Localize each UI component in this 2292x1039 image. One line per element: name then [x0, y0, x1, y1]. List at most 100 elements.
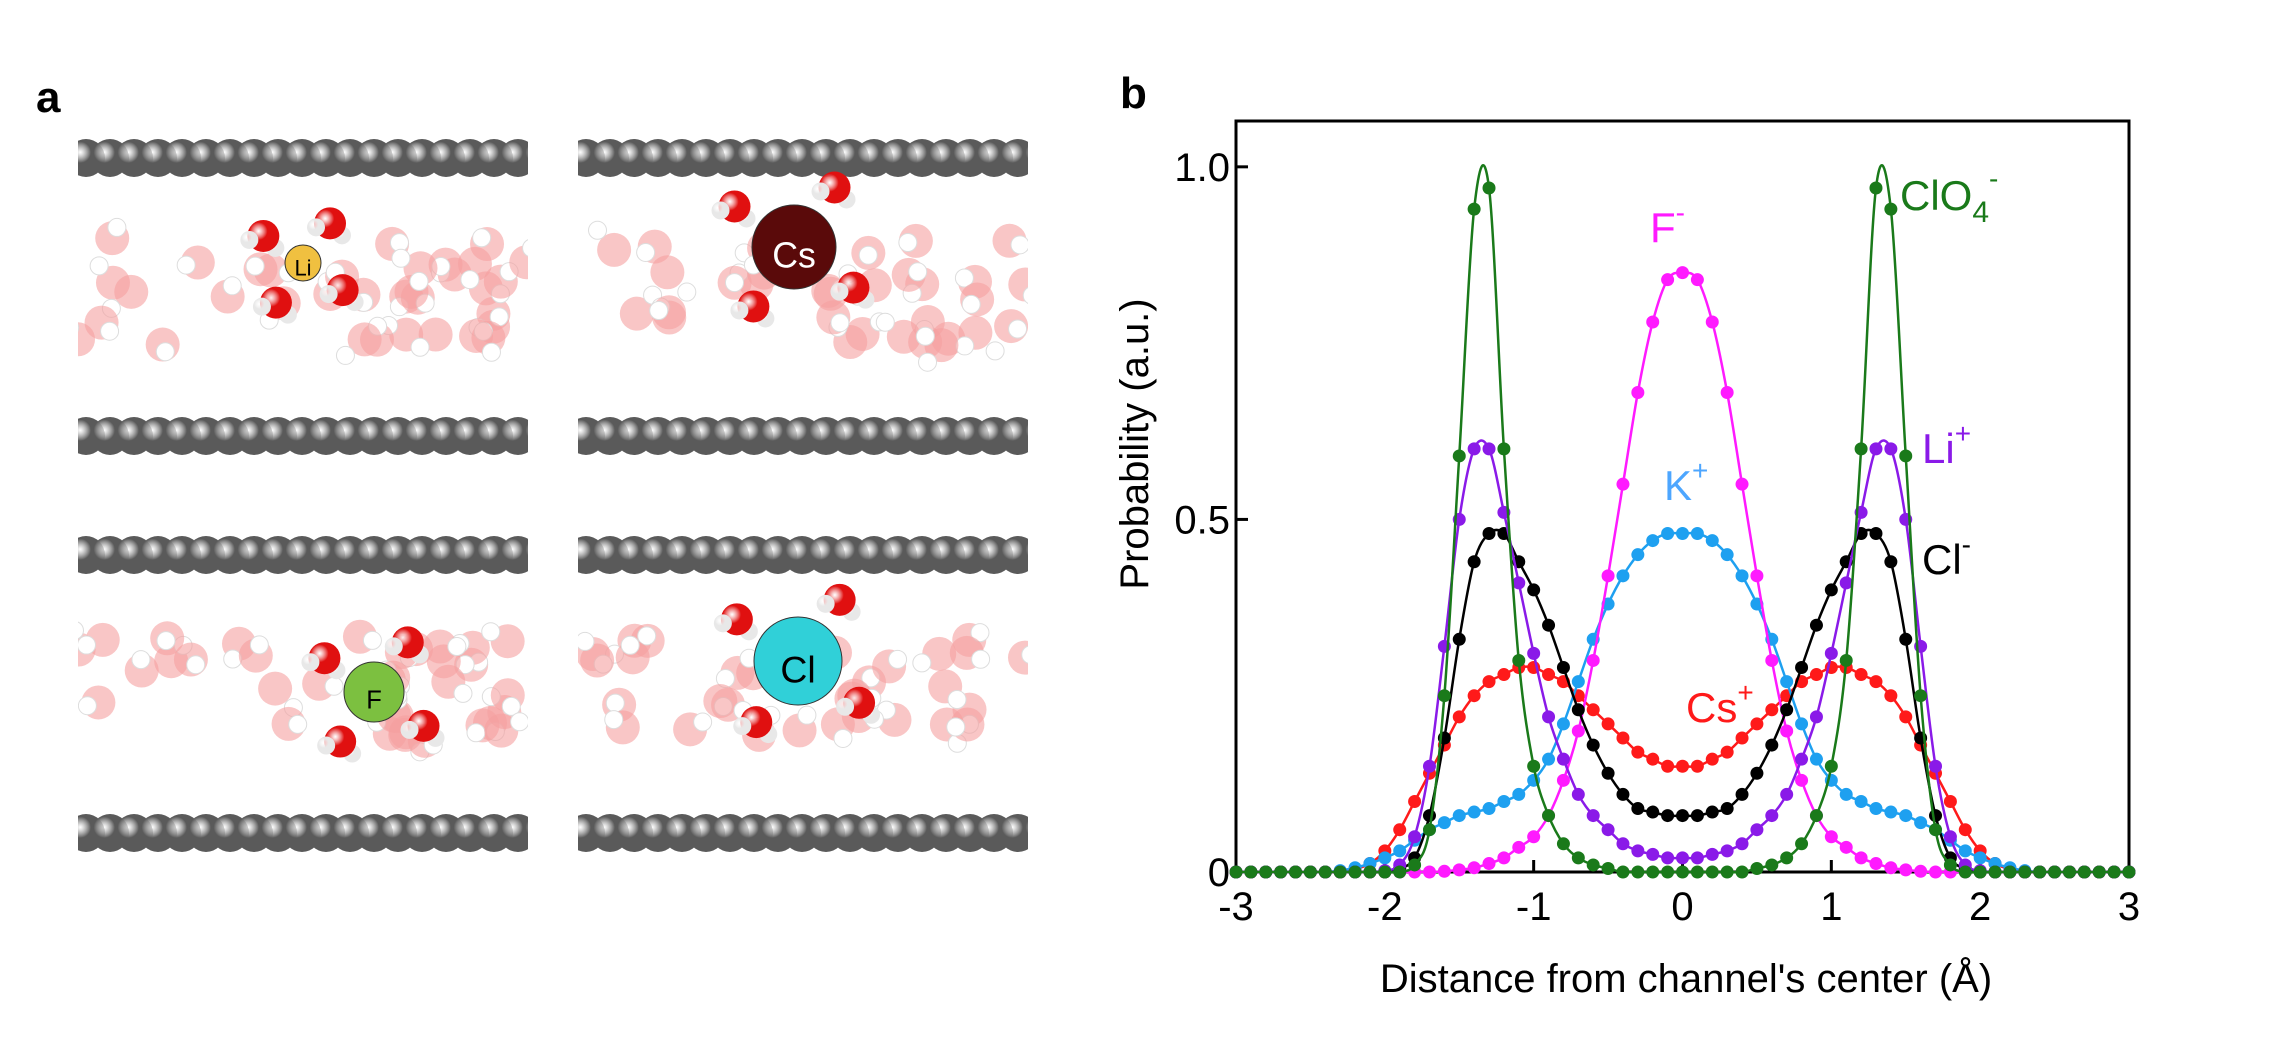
- data-point: [1556, 717, 1570, 731]
- series-charge: +: [1955, 418, 1971, 449]
- data-point: [1571, 675, 1585, 689]
- water-hydrogen-faded: [830, 313, 850, 333]
- series-labels: Cs+K+F-Cl-Li+ClO4-: [1650, 163, 1998, 731]
- ion-cs: [751, 204, 837, 290]
- series-line: [1236, 271, 2129, 874]
- data-point: [1914, 864, 1928, 878]
- data-point: [1542, 809, 1556, 823]
- data-point: [1512, 840, 1526, 854]
- data-point: [1482, 181, 1496, 195]
- data-point: [1869, 181, 1883, 195]
- data-point: [1795, 661, 1809, 675]
- data-point: [1899, 449, 1913, 463]
- hydrogen-atom: [713, 614, 732, 633]
- water-hydrogen-faded: [604, 710, 624, 730]
- data-point: [1869, 802, 1883, 816]
- data-point: [1780, 724, 1794, 738]
- water-hydrogen-faded: [693, 712, 713, 732]
- data-point: [1676, 865, 1689, 879]
- data-point: [1884, 555, 1898, 569]
- data-point: [1765, 703, 1779, 717]
- data-point: [1899, 863, 1913, 877]
- data-point: [1646, 865, 1660, 879]
- carbon-atom: [999, 417, 1028, 455]
- water-oxygen-faded: [459, 318, 494, 353]
- data-point: [1289, 865, 1303, 879]
- water-hydrogen-faded: [724, 273, 744, 293]
- series-charge: -: [1962, 529, 1971, 560]
- data-point: [1631, 385, 1645, 399]
- series-name: Li: [1922, 425, 1955, 472]
- water-hydrogen-faded: [522, 239, 528, 257]
- water-hydrogen-faded: [833, 728, 853, 748]
- data-point: [1527, 759, 1541, 773]
- data-point: [1735, 569, 1749, 583]
- water-hydrogen-faded: [946, 717, 966, 737]
- data-point: [1795, 717, 1809, 731]
- ion-f: [343, 661, 405, 723]
- data-point: [1422, 865, 1436, 879]
- series-label-clo: ClO4-: [1900, 163, 1998, 229]
- series-clo: [1229, 164, 2136, 879]
- carbon-atom: [1023, 145, 1028, 171]
- data-point: [1378, 865, 1392, 879]
- series-layer: [1229, 164, 2136, 879]
- data-point: [1542, 618, 1556, 632]
- data-point: [2077, 865, 2091, 879]
- data-point: [1646, 534, 1660, 548]
- water-oxygen-faded: [509, 245, 528, 280]
- y-axis-label: Probability (a.u.): [1113, 298, 1157, 589]
- y-tick-label: 1.0: [1174, 146, 1230, 190]
- water-hydrogen-faded: [155, 342, 175, 362]
- data-point: [1556, 837, 1570, 851]
- series-label-k: K+: [1664, 455, 1708, 509]
- data-point: [1571, 703, 1585, 717]
- data-point: [1333, 865, 1347, 879]
- carbon-atom: [999, 536, 1028, 574]
- data-point: [1869, 857, 1883, 871]
- carbon-atom: [499, 417, 528, 455]
- water-hydrogen-faded: [875, 312, 895, 332]
- data-point: [1274, 865, 1288, 879]
- carbon-atom: [523, 820, 528, 846]
- data-point: [1586, 653, 1600, 667]
- data-point: [1929, 823, 1943, 837]
- series-charge: -: [1989, 163, 1998, 194]
- water-hydrogen-faded: [249, 635, 269, 655]
- ion-label: Li: [294, 255, 311, 280]
- water-oxygen-faded: [597, 232, 632, 267]
- series-label-cs: Cs+: [1686, 677, 1754, 731]
- data-point: [1839, 576, 1853, 590]
- hydrogen-atom: [733, 717, 752, 736]
- data-point: [1586, 703, 1600, 717]
- data-point: [1661, 527, 1675, 541]
- series-cs: [1229, 661, 2136, 879]
- data-point: [1452, 449, 1466, 463]
- data-point: [1839, 653, 1853, 667]
- data-point: [1616, 731, 1630, 745]
- water-hydrogen-faded: [100, 321, 120, 341]
- carbon-atom: [1023, 542, 1028, 568]
- water-hydrogen-faded: [605, 693, 625, 713]
- data-point: [1497, 851, 1511, 865]
- carbon-atom: [499, 139, 528, 177]
- water-hydrogen-faded: [222, 276, 242, 296]
- data-point: [1467, 202, 1481, 216]
- data-point: [1869, 442, 1883, 456]
- hydrogen-atom: [711, 201, 730, 220]
- data-point: [1437, 816, 1451, 830]
- data-point: [1690, 865, 1704, 879]
- data-point: [1958, 844, 1972, 858]
- water-hydrogen-faded: [156, 631, 176, 651]
- data-point: [1869, 527, 1883, 541]
- data-point: [1988, 865, 2002, 879]
- data-point: [1616, 787, 1630, 801]
- data-point: [1586, 809, 1600, 823]
- data-point: [2018, 865, 2032, 879]
- data-point: [1512, 576, 1526, 590]
- data-point: [1690, 759, 1704, 773]
- hydrogen-atom: [384, 637, 403, 656]
- data-point: [1542, 668, 1556, 682]
- data-point: [1839, 840, 1853, 854]
- data-point: [1527, 583, 1541, 597]
